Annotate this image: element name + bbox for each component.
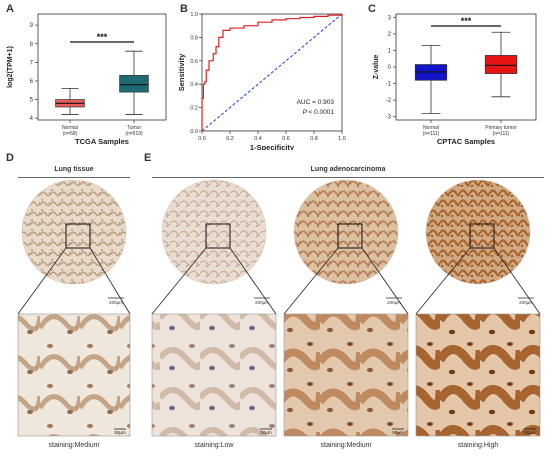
- auc-annotation: AUC = 0.903: [297, 99, 335, 106]
- y-tick-label: 9: [30, 23, 34, 29]
- lung-adenocarcinoma-header: Lung adenocarcinoma: [310, 166, 386, 173]
- y-tick-label: 0.0: [190, 129, 198, 135]
- zoom-connector: [493, 247, 541, 315]
- zoom-connector: [415, 247, 471, 315]
- tissue-core-3: [293, 179, 399, 285]
- y-tick-label: 1: [388, 48, 392, 54]
- y-tick-label: 2: [388, 32, 392, 38]
- x-tick-label: 0.6: [282, 136, 290, 142]
- tissue-core-2: [161, 179, 267, 285]
- group-count: (n=519): [125, 131, 143, 137]
- x-tick-label: 0.0: [198, 136, 206, 142]
- y-tick-label: -3: [386, 115, 392, 121]
- scale-label: 200μm: [109, 300, 123, 305]
- scale-label: 50μm: [524, 430, 536, 435]
- zoom-region-box: [337, 223, 363, 249]
- zoomed-image-1: [17, 313, 131, 437]
- lung-adenocarcinoma-header-line: [152, 177, 544, 178]
- x-tick-label: Normal: [62, 125, 78, 131]
- y-tick-label: 0.6: [190, 59, 198, 65]
- x-tick-label: 0.4: [254, 136, 262, 142]
- significance-stars: ***: [461, 16, 472, 26]
- zoom-region-box: [205, 223, 231, 249]
- tissue-core-4: [425, 179, 531, 285]
- panel-label-b: B: [180, 3, 188, 15]
- zoom-connector: [151, 247, 207, 315]
- y-tick-label: 0.4: [190, 82, 198, 88]
- chart-a: 4 5 6 7 8 9 log2(TPM+1) Normal(n=58) Tumor(n=519…: [7, 13, 167, 146]
- y-tick-label: 8: [30, 42, 34, 48]
- diagonal-reference-line: [201, 13, 343, 132]
- y-tick-label: 1.0: [190, 12, 198, 18]
- staining-label-1: staining:Medium: [48, 442, 100, 449]
- p-value-annotation: P < 0.0001: [303, 109, 335, 116]
- x-tick-label: Normal: [423, 125, 439, 131]
- staining-label-3: staining:Medium: [320, 442, 372, 449]
- roc-curve: [201, 14, 343, 131]
- y-tick-label: 0.8: [190, 35, 198, 41]
- x-axis-title: TCGA Samples: [75, 137, 129, 146]
- scale-label: 200μm: [519, 300, 533, 305]
- zoom-connector: [229, 247, 277, 315]
- scale-label: 50μm: [114, 430, 126, 435]
- y-axis-label: log2(TPM+1): [7, 46, 14, 88]
- x-tick-label: 1.0: [338, 136, 346, 142]
- significance-stars: ***: [97, 32, 108, 42]
- zoom-connector: [361, 247, 409, 315]
- y-tick-label: 7: [30, 60, 34, 66]
- group-count: (n=58): [63, 131, 78, 137]
- group-count: (n=111): [493, 131, 510, 137]
- box-1: [484, 55, 518, 74]
- lung-tissue-header: Lung tissue: [54, 166, 94, 173]
- y-tick-label: -1: [386, 82, 392, 88]
- zoom-connector: [17, 247, 67, 315]
- x-tick-label: 0.2: [226, 136, 234, 142]
- zoom-region-box: [65, 223, 91, 249]
- y-tick-label: 3: [388, 15, 392, 21]
- staining-label-4: staining:High: [457, 442, 499, 449]
- group-count: (n=111): [423, 131, 440, 137]
- scale-label: 200μm: [387, 300, 401, 305]
- y-tick-label: 4: [30, 116, 34, 122]
- y-tick-label: 0.2: [190, 106, 198, 112]
- histology-grid: 200μm 50μm 200μm 50μm 200μm 50μm 200μm 50μm: [17, 179, 541, 437]
- y-tick-label: 0: [388, 65, 392, 71]
- zoom-connector: [89, 247, 131, 315]
- x-tick-label: Tumor: [127, 125, 142, 131]
- panel-label-a: A: [6, 3, 14, 15]
- chart-b: 0.0 0.2 0.4 0.6 0.8 1.0 0.0 0.2 0.4 0.6 0.8 1.0 AUC …: [178, 12, 346, 150]
- x-tick-label: 0.8: [310, 136, 318, 142]
- panel-label-d: D: [6, 152, 14, 164]
- y-tick-label: 5: [30, 98, 34, 104]
- panel-label-e: E: [144, 152, 152, 164]
- scale-label: 50μm: [392, 430, 404, 435]
- scale-label: 200μm: [255, 300, 269, 305]
- tissue-core-1: [21, 179, 127, 285]
- x-tick-label: Primary tumor: [485, 125, 517, 131]
- lung-tissue-header-line: [18, 177, 130, 178]
- zoomed-image-2: [151, 313, 277, 437]
- staining-label-2: staining:Low: [194, 442, 234, 449]
- box-1: [119, 75, 149, 93]
- y-tick-label: -2: [386, 98, 392, 104]
- y-axis-title: Sensitivity: [178, 53, 186, 91]
- panel-label-c: C: [368, 3, 376, 15]
- x-axis-title: CPTAC Samples: [437, 137, 495, 146]
- zoom-region-box: [469, 223, 495, 249]
- x-axis-title: 1-Specificity: [250, 143, 295, 150]
- zoom-connector: [283, 247, 339, 315]
- zoomed-image-4: [415, 313, 541, 437]
- scale-label: 50μm: [260, 430, 272, 435]
- y-tick-label: 6: [30, 79, 34, 85]
- y-axis-label: Z-value: [373, 55, 380, 80]
- zoomed-image-3: [283, 313, 409, 437]
